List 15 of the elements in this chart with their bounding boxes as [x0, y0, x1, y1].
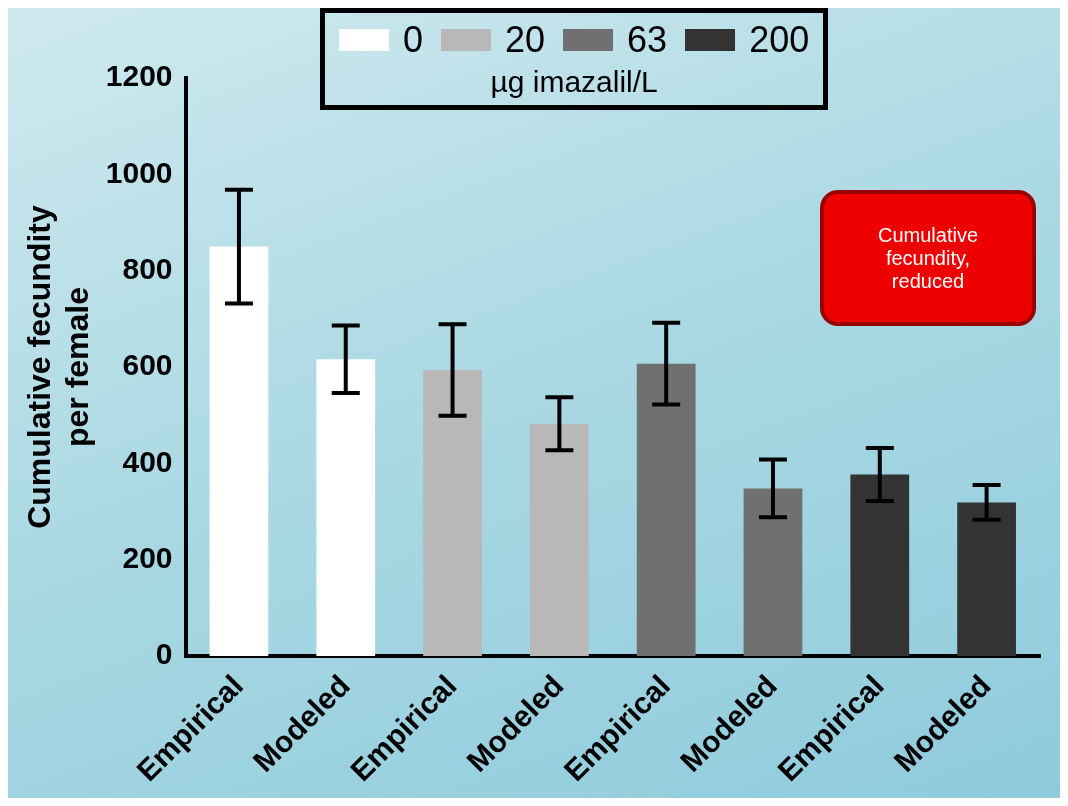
- y-tick-label: 800: [122, 251, 173, 285]
- legend-label: 0: [403, 19, 424, 61]
- y-tick-label: 400: [122, 444, 173, 478]
- y-tick-label: 1200: [105, 59, 173, 93]
- callout-box: Cumulative fecundity, reduced: [820, 190, 1036, 326]
- legend-label: 63: [627, 19, 668, 61]
- y-tick-label: 200: [122, 540, 173, 574]
- y-tick-label: 1000: [105, 155, 173, 189]
- annotation: Cumulative fecundity, reduced: [876, 223, 979, 293]
- y-tick-label: 600: [122, 348, 173, 382]
- y-tick-label: 0: [155, 637, 173, 671]
- y-axis-title: Cumulative fecundity per female: [21, 205, 96, 529]
- legend-label: 200: [749, 19, 810, 61]
- legend-label: 20: [505, 19, 546, 61]
- legend-title: µg imazalil/L: [489, 65, 659, 99]
